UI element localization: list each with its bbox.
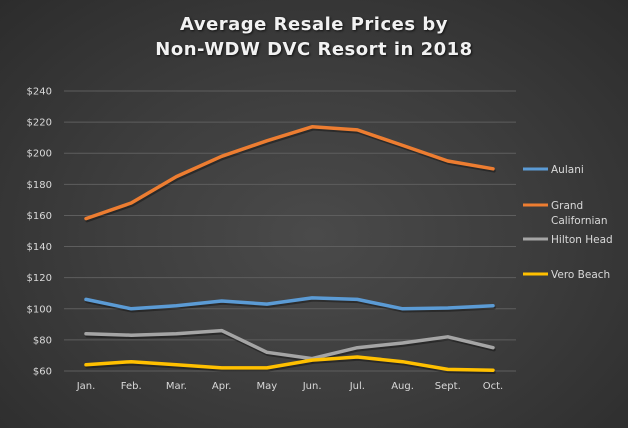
- x-tick-label: Jun.: [302, 381, 322, 392]
- legend-item-hilton-head: Hilton Head: [523, 234, 613, 246]
- legend-label: Aulani: [551, 164, 584, 176]
- series-line-vero-beach: [84, 355, 495, 372]
- x-tick-label: Mar.: [166, 381, 187, 392]
- series-line-grand-californian: [84, 125, 495, 221]
- x-tick-label: Apr.: [212, 381, 232, 392]
- series-shadow-aulani: [85, 298, 496, 313]
- chart-title: Average Resale Prices by Non-WDW DVC Res…: [0, 12, 628, 62]
- y-tick-label: $200: [27, 149, 52, 160]
- x-axis-tick-labels: Jan. Feb. Mar. Apr. May Jun. Jul. Aug. Sept. Oct.: [76, 381, 504, 392]
- y-tick-label: $100: [27, 304, 52, 315]
- y-tick-label: $60: [33, 367, 52, 378]
- y-tick-label: $180: [27, 180, 52, 191]
- legend-item-vero-beach: Vero Beach: [523, 269, 610, 281]
- legend-label: Grand: [551, 200, 583, 212]
- chart-title-line-1: Average Resale Prices by: [180, 14, 448, 35]
- x-tick-label: May: [257, 381, 278, 392]
- series-shadow-grand-californian: [85, 127, 496, 223]
- x-tick-label: Jan.: [76, 381, 96, 392]
- series-line-aulani: [84, 296, 495, 311]
- x-tick-label: Oct.: [483, 381, 503, 392]
- y-tick-label: $120: [27, 273, 52, 284]
- legend-label: Vero Beach: [551, 269, 610, 281]
- series-shadow-vero-beach: [85, 357, 496, 374]
- series-shadow-hilton-head: [85, 330, 496, 363]
- legend-label: Californian: [551, 215, 608, 227]
- y-axis-tick-labels: $60 $80 $100 $120 $140 $160 $180 $200 $220 $240: [27, 87, 52, 378]
- y-tick-label: $240: [27, 87, 52, 98]
- y-tick-label: $160: [27, 211, 52, 222]
- chart-title-line-2: Non-WDW DVC Resort in 2018: [155, 39, 473, 60]
- y-tick-label: $220: [27, 118, 52, 129]
- legend: Aulani Grand Californian Hilton Head Vero Be…: [523, 164, 613, 281]
- y-tick-label: $140: [27, 242, 52, 253]
- series-line-hilton-head: [84, 328, 495, 361]
- x-tick-label: Feb.: [121, 381, 142, 392]
- legend-item-grand-californian: Grand Californian: [523, 200, 608, 227]
- x-tick-label: Aug.: [391, 381, 414, 392]
- legend-label: Hilton Head: [551, 234, 613, 246]
- x-tick-label: Sept.: [435, 381, 461, 392]
- y-tick-label: $80: [33, 335, 52, 346]
- series-lines: [84, 125, 496, 374]
- legend-item-aulani: Aulani: [523, 164, 584, 176]
- x-tick-label: Jul.: [349, 381, 365, 392]
